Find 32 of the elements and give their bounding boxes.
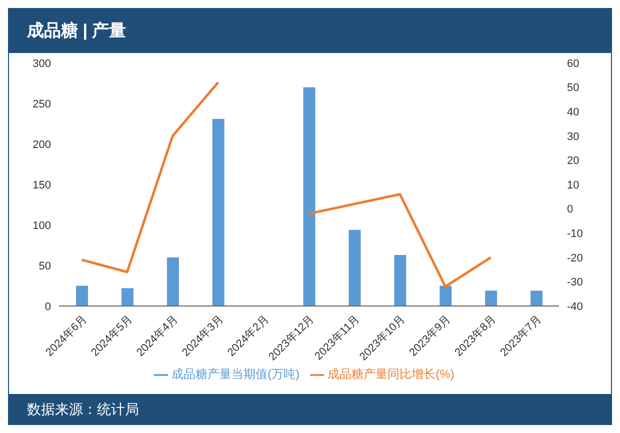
y-tick-label: 300 (32, 58, 51, 70)
bar (212, 118, 224, 306)
y-tick-label: 0 (44, 300, 51, 313)
bar (303, 87, 316, 306)
bar (530, 290, 543, 306)
y2-tick-label: 30 (567, 130, 580, 143)
y2-tick-label: -30 (567, 276, 583, 289)
bar (440, 286, 452, 306)
legend-label: 成品糖产量同比增长(%) (328, 367, 454, 381)
bar (166, 257, 179, 306)
y-tick-label: 200 (32, 138, 51, 151)
y2-tick-label: -10 (567, 228, 583, 240)
bar (485, 290, 498, 306)
legend-label: 成品糖产量当期值(万吨) (172, 367, 300, 381)
bar (76, 286, 88, 306)
y-tick-label: 100 (32, 220, 51, 232)
y-tick-label: 250 (32, 98, 51, 110)
source-note: 数据来源：统计局 (27, 401, 139, 417)
bar (348, 230, 361, 306)
y-tick-label: 150 (32, 179, 51, 192)
bar (394, 254, 406, 306)
y2-tick-label: 40 (567, 106, 580, 119)
bar (121, 288, 134, 306)
y2-tick-label: -40 (567, 300, 583, 313)
y-tick-label: 50 (38, 260, 51, 272)
chart-title: 成品糖 | 产量 (9, 9, 611, 53)
y2-tick-label: -20 (567, 252, 583, 264)
y2-tick-label: 0 (567, 204, 574, 216)
y2-tick-label: 10 (567, 179, 580, 192)
y2-tick-label: 60 (567, 58, 580, 70)
y2-tick-label: 20 (567, 155, 580, 168)
y2-tick-label: 50 (567, 82, 580, 94)
